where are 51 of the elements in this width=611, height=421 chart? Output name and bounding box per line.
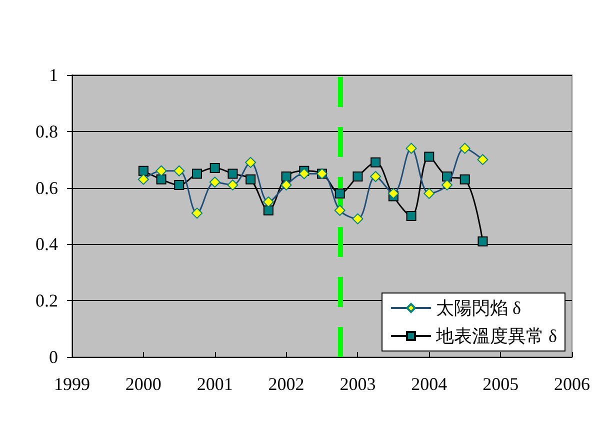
y-tick-label: 0.4: [36, 234, 58, 254]
x-tick-label: 2003: [340, 374, 376, 394]
point: [352, 172, 363, 182]
legend-label: 地表溫度異常 δ: [435, 326, 558, 346]
x-tick-label: 2001: [196, 374, 233, 394]
point: [262, 196, 274, 208]
y-tick-label: 0.8: [36, 121, 58, 142]
point: [370, 157, 381, 168]
point: [334, 188, 345, 198]
point: [406, 211, 416, 221]
point: [388, 188, 399, 199]
x-tick-label: 2002: [268, 374, 304, 394]
point: [228, 168, 238, 179]
point: [406, 142, 417, 154]
x-tick-label: 2006: [554, 374, 590, 394]
point: [227, 179, 238, 190]
point: [478, 236, 488, 246]
point: [424, 188, 435, 199]
point: [210, 163, 220, 174]
point: [424, 152, 434, 162]
point: [156, 174, 166, 184]
legend-label: 太陽閃焰 δ: [436, 298, 522, 318]
point: [442, 179, 452, 190]
point: [298, 168, 310, 180]
point: [477, 154, 488, 166]
point: [246, 174, 256, 184]
point: [138, 174, 149, 185]
y-tick-label: 1: [49, 65, 58, 85]
x-tick-label: 2000: [125, 374, 162, 394]
x-tick-label: 2005: [482, 374, 519, 394]
point: [280, 179, 292, 190]
x-tick-label: 1999: [54, 374, 90, 394]
point: [156, 165, 167, 176]
point: [334, 204, 346, 216]
point: [192, 208, 202, 219]
point: [192, 168, 202, 179]
y-tick-label: 0.2: [36, 290, 58, 311]
point: [460, 174, 470, 184]
y-tick-label: 0: [49, 347, 58, 367]
point: [138, 166, 148, 176]
point: [370, 171, 382, 182]
point: [459, 142, 470, 154]
point: [209, 176, 220, 188]
point: [281, 172, 292, 182]
point: [352, 213, 364, 224]
point: [174, 165, 185, 176]
x-tick-label: 2004: [411, 374, 448, 394]
point: [174, 180, 184, 190]
point: [263, 205, 274, 216]
y-tick-label: 0.6: [36, 178, 58, 198]
point: [245, 156, 256, 168]
